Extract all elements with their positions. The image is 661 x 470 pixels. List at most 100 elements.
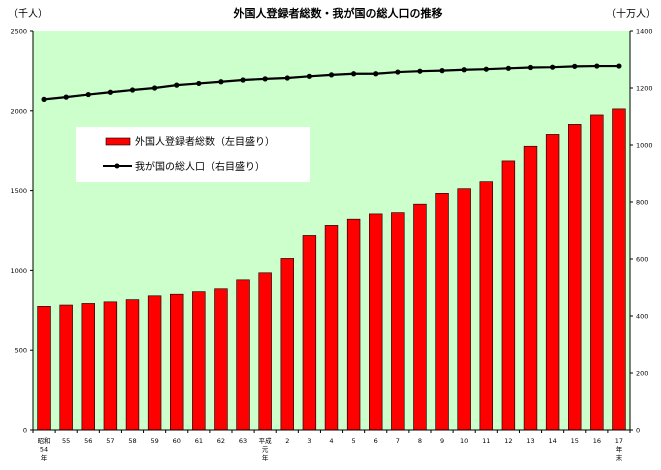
x-tick-label: 末 bbox=[616, 453, 623, 462]
x-tick-label: 10 bbox=[460, 437, 468, 445]
x-tick-label: 8 bbox=[418, 437, 422, 445]
line-point bbox=[262, 76, 268, 82]
right-axis-ticks: 0 200 400 600 800 1000 1200 1400 bbox=[630, 28, 653, 435]
bar bbox=[147, 295, 162, 431]
legend-bar-label: 外国人登録者総数（左目盛り） bbox=[135, 135, 275, 148]
line-point bbox=[550, 64, 556, 70]
x-tick-label: 5 bbox=[352, 437, 356, 445]
x-tick-label: 60 bbox=[173, 437, 181, 445]
bar bbox=[324, 225, 339, 431]
bar bbox=[391, 212, 405, 431]
x-tick-label: 63 bbox=[239, 437, 247, 445]
bar bbox=[413, 203, 427, 431]
legend-line-label: 我が国の総人口（右目盛り） bbox=[135, 160, 265, 173]
x-tick-label: 62 bbox=[217, 437, 225, 445]
left-tick-label: 2000 bbox=[10, 107, 27, 115]
x-tick-label: 15 bbox=[571, 437, 579, 445]
line-point bbox=[218, 79, 224, 85]
x-tick-label: 12 bbox=[504, 437, 512, 445]
line-point bbox=[240, 77, 246, 83]
x-tick-label: 54 bbox=[40, 446, 48, 454]
left-tick-label: 0 bbox=[23, 427, 27, 435]
x-tick-label: 年 bbox=[41, 453, 48, 462]
bar bbox=[302, 235, 317, 431]
bar bbox=[37, 306, 51, 431]
x-tick-label: 4 bbox=[329, 437, 333, 445]
legend-bar-swatch bbox=[105, 137, 131, 146]
legend: 外国人登録者総数（左目盛り） 我が国の総人口（右目盛り） bbox=[76, 127, 310, 182]
x-tick-label: 58 bbox=[128, 437, 136, 445]
x-tick-label: 61 bbox=[195, 437, 203, 445]
right-tick-label: 400 bbox=[636, 313, 648, 321]
bar bbox=[590, 114, 604, 431]
x-tick-label: 16 bbox=[593, 437, 601, 445]
bar-series bbox=[37, 108, 626, 431]
bar bbox=[258, 272, 272, 431]
bar bbox=[545, 134, 560, 431]
right-tick-label: 1000 bbox=[636, 142, 653, 150]
line-series bbox=[41, 63, 622, 102]
x-tick-label: 平成 bbox=[259, 436, 273, 445]
bar bbox=[501, 160, 516, 431]
line-point bbox=[41, 96, 47, 102]
left-axis-ticks: 0 500 1000 1500 2000 2500 bbox=[10, 28, 33, 435]
bar bbox=[236, 279, 250, 431]
line-point bbox=[527, 64, 534, 71]
line-point bbox=[505, 65, 511, 71]
bar bbox=[81, 303, 95, 431]
legend-box bbox=[76, 127, 310, 182]
x-tick-label: 55 bbox=[62, 437, 70, 445]
right-axis-unit: （十万人） bbox=[606, 7, 656, 20]
x-tick-label: 6 bbox=[374, 437, 378, 445]
bar bbox=[479, 181, 493, 431]
bar bbox=[214, 288, 228, 431]
left-tick-label: 1500 bbox=[10, 187, 27, 195]
bar bbox=[457, 188, 471, 431]
line-point bbox=[284, 75, 290, 81]
x-tick-label: 14 bbox=[548, 437, 556, 445]
x-tick-label: 2 bbox=[285, 437, 289, 445]
line-point bbox=[439, 68, 445, 74]
left-tick-label: 2500 bbox=[10, 28, 27, 36]
line-point bbox=[85, 91, 91, 98]
line-point bbox=[306, 73, 312, 79]
line-point bbox=[373, 71, 379, 77]
x-tick-label: 59 bbox=[150, 437, 158, 445]
line-point bbox=[483, 66, 489, 72]
right-tick-label: 200 bbox=[636, 370, 648, 378]
x-tick-label: 年 bbox=[262, 453, 269, 462]
line-point bbox=[572, 63, 578, 69]
bar bbox=[435, 193, 449, 431]
bar bbox=[280, 258, 294, 431]
axes bbox=[32, 31, 631, 431]
line-point bbox=[174, 82, 180, 88]
bar bbox=[369, 213, 383, 431]
line-point bbox=[328, 72, 335, 78]
bar bbox=[59, 304, 73, 431]
x-tick-label: 57 bbox=[106, 437, 114, 445]
x-tick-label: 7 bbox=[396, 437, 400, 445]
line-point bbox=[63, 94, 69, 100]
x-tick-label: 17 bbox=[615, 437, 623, 445]
x-tick-label: 13 bbox=[526, 437, 534, 445]
line-point bbox=[152, 85, 158, 91]
x-tick-label: 11 bbox=[482, 437, 490, 445]
bar bbox=[612, 108, 626, 431]
bar bbox=[568, 124, 582, 431]
bar bbox=[125, 299, 140, 431]
line-point bbox=[107, 89, 113, 95]
x-tick-label: 年 bbox=[616, 445, 623, 454]
line-point bbox=[395, 69, 401, 75]
line-point bbox=[196, 80, 202, 87]
line-point bbox=[461, 67, 467, 73]
x-tick-label: 昭和 bbox=[38, 436, 51, 445]
x-tick-label: 3 bbox=[307, 437, 311, 445]
bar bbox=[192, 291, 206, 431]
line-point bbox=[616, 63, 622, 69]
line-point bbox=[417, 68, 423, 74]
x-tick-label: 56 bbox=[84, 437, 92, 445]
chart-title: 外国人登録者総数・我が国の総人口の推移 bbox=[233, 6, 443, 20]
right-tick-label: 1400 bbox=[636, 28, 653, 36]
